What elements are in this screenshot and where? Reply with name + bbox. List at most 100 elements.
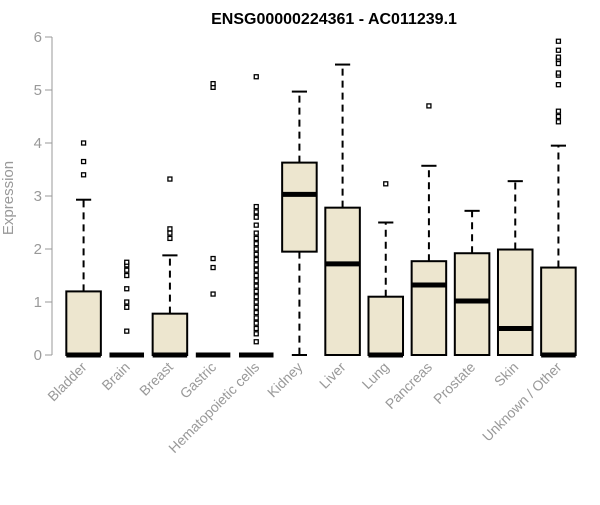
x-tick-label: Prostate: [430, 359, 478, 407]
y-tick-label: 5: [34, 82, 42, 99]
chart-title: ENSG00000224361 - AC011239.1: [211, 11, 457, 28]
outlier-point: [167, 226, 173, 232]
box-hematopoietic-cells: [238, 74, 274, 358]
outlier-point: [124, 299, 130, 305]
outlier-point: [555, 119, 562, 125]
box-body: [453, 252, 491, 357]
box-unknown-other: [540, 38, 577, 358]
x-tick-label: Bladder: [44, 359, 90, 405]
outlier-point: [253, 304, 259, 310]
y-axis-label: Expression: [0, 161, 17, 235]
outlier-point: [124, 304, 130, 310]
box-body: [324, 206, 361, 356]
outlier-point: [210, 291, 216, 297]
box-kidney: [281, 90, 318, 356]
x-tick-label: Liver: [316, 359, 349, 392]
outlier-point: [253, 283, 259, 289]
outlier-point: [253, 309, 259, 316]
outlier-point: [253, 315, 259, 321]
box-body: [496, 248, 534, 356]
outlier-point: [253, 256, 259, 263]
box-body: [367, 295, 405, 357]
box-gastric: [195, 80, 231, 358]
y-tick-label: 3: [34, 188, 42, 205]
outlier-point: [253, 267, 259, 273]
outlier-point: [253, 339, 259, 345]
box-liver: [324, 63, 361, 356]
box-brain: [109, 259, 145, 358]
outlier-point: [253, 272, 259, 279]
box-body: [540, 266, 577, 356]
y-tick-label: 4: [34, 135, 42, 152]
outlier-point: [253, 288, 259, 295]
outlier-point: [124, 328, 130, 334]
outlier-point: [555, 54, 562, 60]
outlier-point: [253, 320, 259, 326]
outlier-point: [253, 203, 259, 210]
outlier-point: [253, 294, 259, 300]
box-body: [151, 312, 189, 357]
outlier-point: [253, 325, 259, 332]
box-breast: [151, 176, 189, 358]
y-tick-label: 0: [34, 347, 42, 364]
outlier-point: [555, 70, 562, 76]
outlier-point: [124, 259, 130, 265]
box-body: [65, 290, 102, 356]
outlier-point: [383, 181, 389, 187]
box-skin: [496, 180, 534, 356]
outlier-point: [555, 113, 562, 120]
outlier-point: [253, 74, 259, 80]
outlier-point: [210, 264, 216, 271]
outlier-point: [124, 286, 130, 292]
outlier-point: [253, 209, 259, 215]
x-tick-label: Lung: [359, 359, 392, 392]
y-tick-label: 2: [34, 241, 42, 258]
box-lung: [367, 181, 405, 358]
y-tick-label: 6: [34, 29, 42, 46]
outlier-point: [167, 235, 173, 242]
x-tick-label: Pancreas: [382, 359, 435, 412]
outlier-point: [80, 158, 87, 165]
outlier-point: [253, 299, 259, 305]
outlier-point: [253, 235, 259, 242]
box-body: [281, 161, 318, 253]
outlier-point: [555, 108, 562, 114]
x-tick-label: Kidney: [264, 359, 306, 401]
box-prostate: [453, 209, 491, 357]
outlier-point: [253, 278, 259, 284]
outlier-point: [253, 230, 259, 236]
x-tick-label: Skin: [491, 359, 522, 390]
outlier-point: [210, 255, 216, 262]
boxes-group: [65, 38, 577, 358]
box-pancreas: [410, 103, 448, 356]
outlier-point: [555, 38, 562, 44]
outlier-point: [253, 241, 259, 247]
box-body: [410, 260, 448, 356]
outlier-point: [253, 222, 259, 228]
y-axis: 0 1 2 3 4 5 6: [34, 29, 53, 364]
outlier-point: [253, 214, 259, 220]
outlier-point: [80, 140, 87, 146]
box-bladder: [65, 140, 102, 358]
outlier-point: [124, 272, 130, 279]
outlier-point: [253, 262, 259, 268]
y-tick-label: 1: [34, 294, 42, 311]
outlier-point: [555, 82, 562, 88]
outlier-point: [253, 331, 259, 337]
outlier-point: [426, 103, 432, 109]
outlier-point: [80, 172, 87, 178]
outlier-point: [124, 267, 130, 273]
x-tick-label: Gastric: [177, 359, 220, 402]
outlier-point: [555, 47, 562, 53]
outlier-point: [167, 230, 173, 236]
outlier-point: [167, 176, 173, 182]
outlier-point: [555, 60, 562, 67]
outlier-point: [210, 80, 216, 87]
x-tick-label: Unknown / Other: [479, 359, 565, 445]
outlier-point: [253, 246, 259, 252]
x-tick-label: Brain: [98, 359, 132, 393]
outlier-point: [253, 251, 259, 257]
